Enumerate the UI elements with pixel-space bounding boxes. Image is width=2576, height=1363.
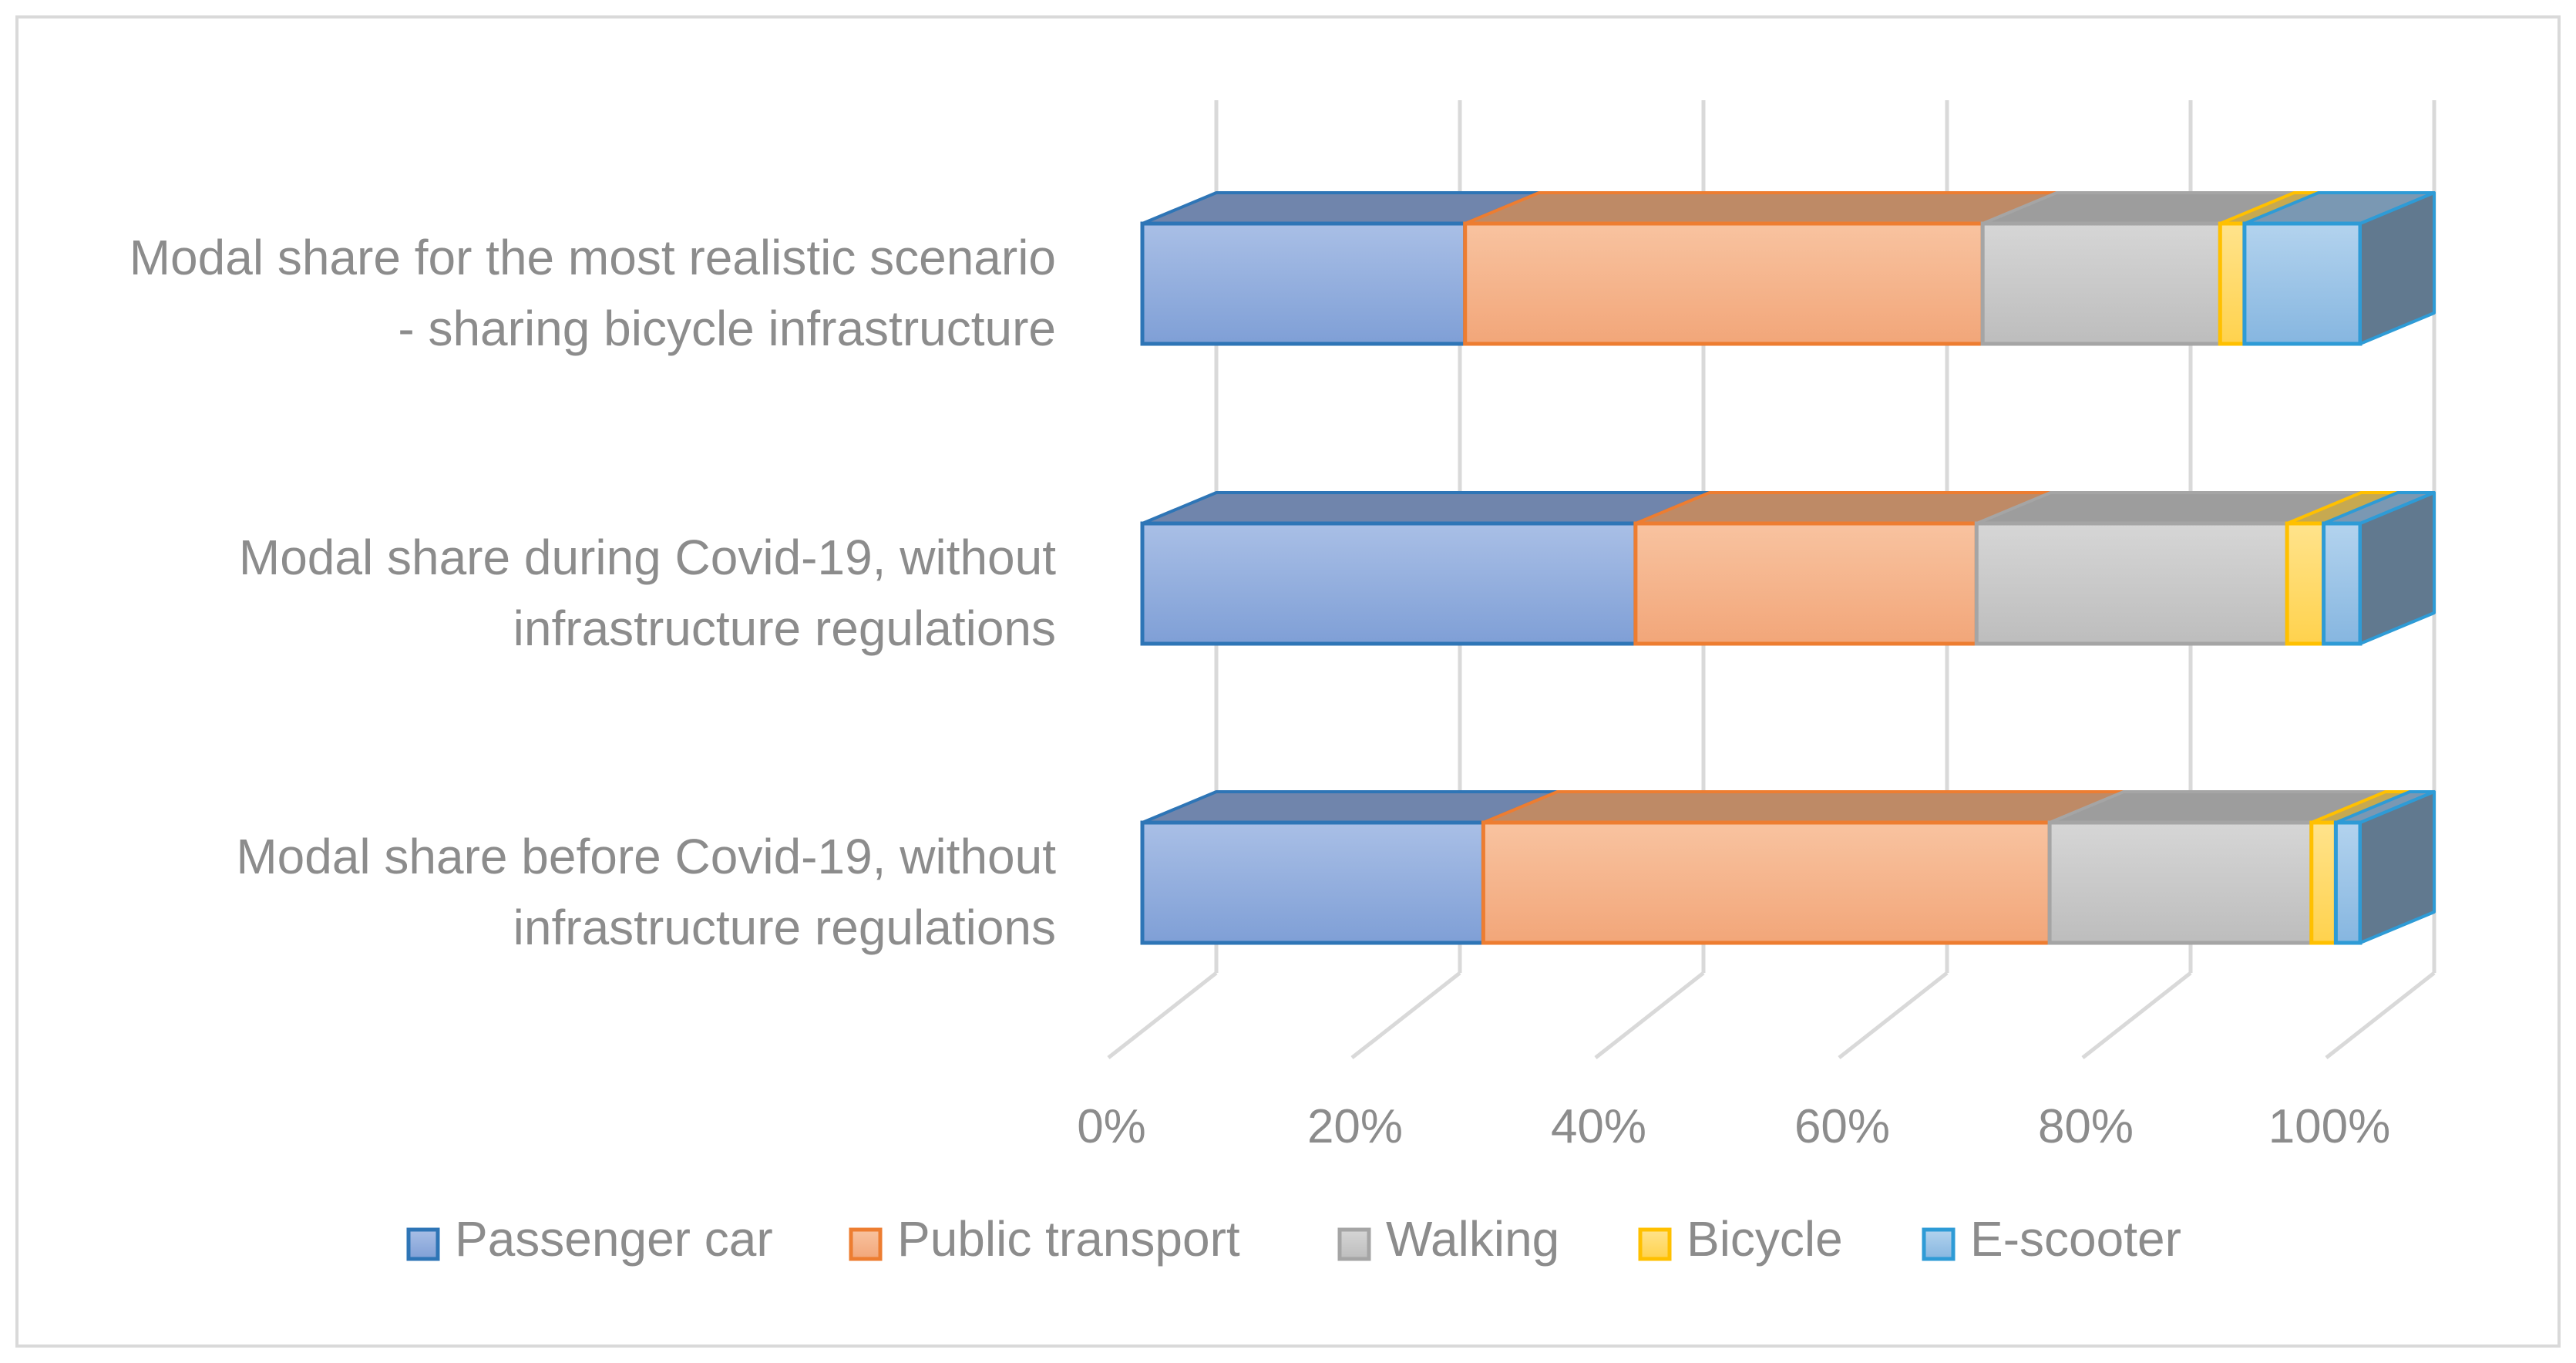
bar-segment-walking-1 [1974, 491, 2363, 646]
bars [1140, 191, 2436, 945]
legend-label: Walking [1386, 1211, 1559, 1267]
legend-label: E-scooter [1970, 1211, 2181, 1267]
category-label-line2: - sharing bicycle infrastructure [398, 301, 1056, 356]
category-label-line1: Modal share during Covid-19, without [239, 530, 1056, 585]
legend-label: Bicycle [1687, 1211, 1843, 1267]
bar-segment-passenger-car-1 [1140, 491, 1711, 646]
legend-item: Public transport [849, 1211, 1240, 1267]
bar-segment-public-transport-2 [1481, 790, 2126, 945]
bar-side-face-1 [2359, 491, 2436, 645]
gridline-floor [2325, 971, 2436, 1059]
gridline-floor [2081, 971, 2192, 1059]
bar-segment-e-scooter-0 [2242, 191, 2436, 346]
category-label-line2: infrastructure regulations [513, 900, 1056, 955]
legend-item: Walking [1337, 1211, 1559, 1267]
legend-swatch [406, 1227, 440, 1261]
bar-segment-e-scooter-2 [2333, 790, 2436, 945]
category-label-line1: Modal share for the most realistic scena… [129, 230, 1056, 285]
gridline-floor [1350, 971, 1461, 1059]
bar-segment-public-transport-0 [1463, 191, 2059, 346]
gridline-floor [1107, 971, 1218, 1059]
bar-segment-passenger-car-0 [1140, 191, 1541, 346]
legend-swatch [1337, 1227, 1371, 1261]
bar-segment-public-transport-1 [1633, 491, 2053, 646]
bar-segment-bicycle-0 [2218, 191, 2320, 346]
legend-swatch [1638, 1227, 1672, 1261]
legend-item: Bicycle [1638, 1211, 1843, 1267]
x-axis-tick-labels: 0% 20% 40% 60% 80% 100% [1077, 1100, 2390, 1153]
bar-segment-e-scooter-1 [2322, 491, 2436, 646]
legend: Passenger car Public transport Walking Bicy… [406, 1211, 2181, 1267]
legend-swatch [849, 1227, 883, 1261]
tick-label: 40% [1551, 1100, 1646, 1153]
bar-segment-passenger-car-2 [1140, 790, 1559, 945]
category-label-line1: Modal share before Covid-19, without [236, 829, 1056, 884]
gridline-floor [1594, 971, 1705, 1059]
bar-segment-walking-0 [1980, 191, 2296, 346]
legend-swatch [1922, 1227, 1956, 1261]
legend-label: Passenger car [455, 1211, 773, 1267]
tick-label: 80% [2038, 1100, 2134, 1153]
tick-label: 20% [1307, 1100, 1403, 1153]
legend-item: Passenger car [406, 1211, 773, 1267]
tick-label: 60% [1794, 1100, 1890, 1153]
legend-label: Public transport [897, 1211, 1240, 1267]
tick-label: 100% [2268, 1100, 2391, 1153]
category-labels: Modal share for the most realistic scena… [129, 230, 1057, 955]
gridline-floor [1838, 971, 1949, 1059]
legend-item: E-scooter [1922, 1211, 2181, 1267]
bar-side-face-0 [2359, 191, 2436, 345]
tick-label: 0% [1077, 1100, 1146, 1153]
bar-side-face-2 [2359, 790, 2436, 944]
category-label-line2: infrastructure regulations [513, 601, 1056, 656]
